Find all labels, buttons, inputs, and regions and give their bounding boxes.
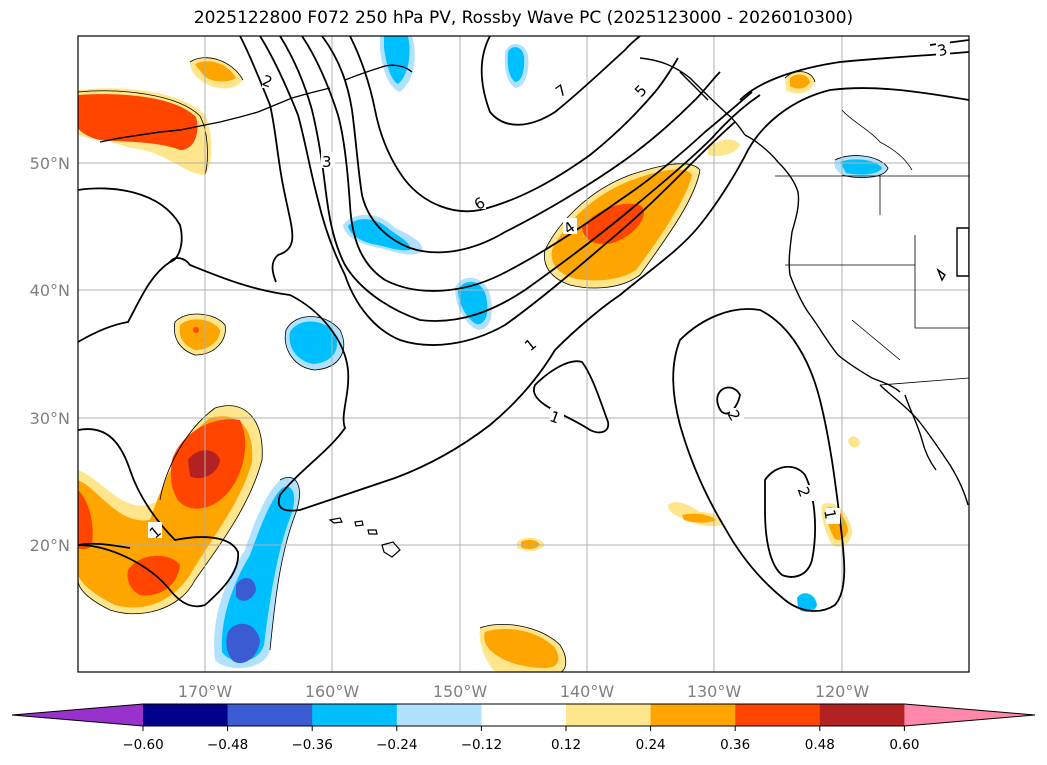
contour-1-island: [532, 360, 610, 434]
colorbar-tick-label: 0.48: [805, 737, 835, 753]
colorbar-tick-label: −0.36: [292, 737, 333, 753]
colorbar: −0.60 −0.48 −0.36 −0.24 −0.12 0.12 0.24 0.36 0.4…: [11, 703, 1036, 753]
lon-label: 160°W: [305, 682, 360, 701]
fill-positive-37n-core: [179, 319, 220, 350]
pv-contours: [78, 36, 969, 612]
colorbar-segment: [143, 704, 229, 726]
colorbar-segment: [566, 704, 652, 726]
lat-label: 50°N: [30, 154, 70, 173]
lon-label: 130°W: [687, 682, 742, 701]
fill-sw-negative-mid: [221, 486, 295, 662]
contour-5: [321, 36, 721, 254]
latitude-labels: 50°N 40°N 30°N 20°N: [30, 154, 70, 555]
fill-negative-top2-core: [507, 47, 525, 82]
hawaii-islands: [328, 517, 401, 558]
colorbar-tick-label: −0.24: [376, 737, 417, 753]
contour-2-inner: [259, 36, 736, 346]
fill-sw-positive-dark: [188, 450, 220, 479]
pv-anomaly-fills: [78, 36, 888, 672]
fill-positive-south-core: [484, 628, 559, 668]
fill-positive-ne-core: [790, 74, 810, 89]
contour-label: 3: [322, 153, 332, 171]
contour-7: [480, 36, 641, 126]
political-borders: [775, 109, 969, 386]
contour-label: 1: [820, 508, 839, 521]
lon-label: 150°W: [433, 682, 488, 701]
contour-label: 3: [935, 40, 949, 60]
lon-label: 140°W: [560, 682, 615, 701]
fill-negative-36n-core: [289, 321, 338, 364]
contour-6: [349, 36, 679, 213]
lat-label: 30°N: [30, 409, 70, 428]
colorbar-segment: [396, 704, 482, 726]
colorbar-tick-label: 0.12: [551, 737, 581, 753]
colorbar-segment: [481, 704, 567, 726]
contour-2-south: [672, 308, 846, 612]
contour-2-nw: [239, 36, 294, 283]
colorbar-tick-label: −0.12: [461, 737, 502, 753]
contour-4: [301, 36, 753, 292]
colorbar-tick-label: 0.36: [720, 737, 750, 753]
coastlines: [99, 57, 969, 506]
lon-label: 120°W: [815, 682, 870, 701]
lon-label: 170°W: [178, 682, 233, 701]
fill-sw-negative-core2: [236, 578, 256, 601]
longitude-labels: 170°W 160°W 150°W 140°W 130°W 120°W: [178, 682, 870, 701]
map-title: 2025122800 F072 250 hPa PV, Rossby Wave …: [193, 8, 854, 28]
contour-label-group: 2 3 7 5 3 6 4 1 1 2 2 1 1: [146, 40, 950, 542]
fill-positive-23n-core: [682, 513, 716, 523]
colorbar-segment: [819, 704, 905, 726]
map-frame: [77, 35, 970, 673]
colorbar-segment: [227, 704, 313, 726]
fill-negative-top1-core: [384, 36, 410, 84]
fill-negative-44n-core: [348, 219, 411, 251]
contour-2-inner-south: [764, 466, 816, 578]
fill-negative-south-small: [797, 593, 817, 612]
contour-1-long: [169, 87, 969, 512]
lat-label: 40°N: [30, 281, 70, 300]
fill-positive-20n-core: [521, 539, 540, 550]
fill-positive-ne2: [708, 139, 740, 157]
contour-3: [279, 36, 761, 322]
fill-positive-28n: [848, 436, 860, 448]
colorbar-tick-label: 0.24: [636, 737, 666, 753]
colorbar-tick-label: −0.48: [207, 737, 248, 753]
colorbar-segment: [312, 704, 398, 726]
lat-label: 20°N: [30, 536, 70, 555]
colorbar-extend-low: [12, 704, 143, 726]
colorbar-segment: [650, 704, 736, 726]
colorbar-extend-high: [904, 704, 1035, 726]
map-background: [78, 36, 969, 672]
contour-top-right: [739, 51, 969, 101]
fill-nw-positive-core: [78, 94, 198, 150]
contour-1-mid: [78, 428, 239, 608]
colorbar-tick-label: 0.60: [889, 737, 919, 753]
colorbar-tick-label: −0.60: [122, 737, 163, 753]
fill-sw-positive-core3: [78, 490, 93, 550]
colorbar-segment: [735, 704, 821, 726]
fill-sw-negative-core1: [226, 623, 260, 664]
